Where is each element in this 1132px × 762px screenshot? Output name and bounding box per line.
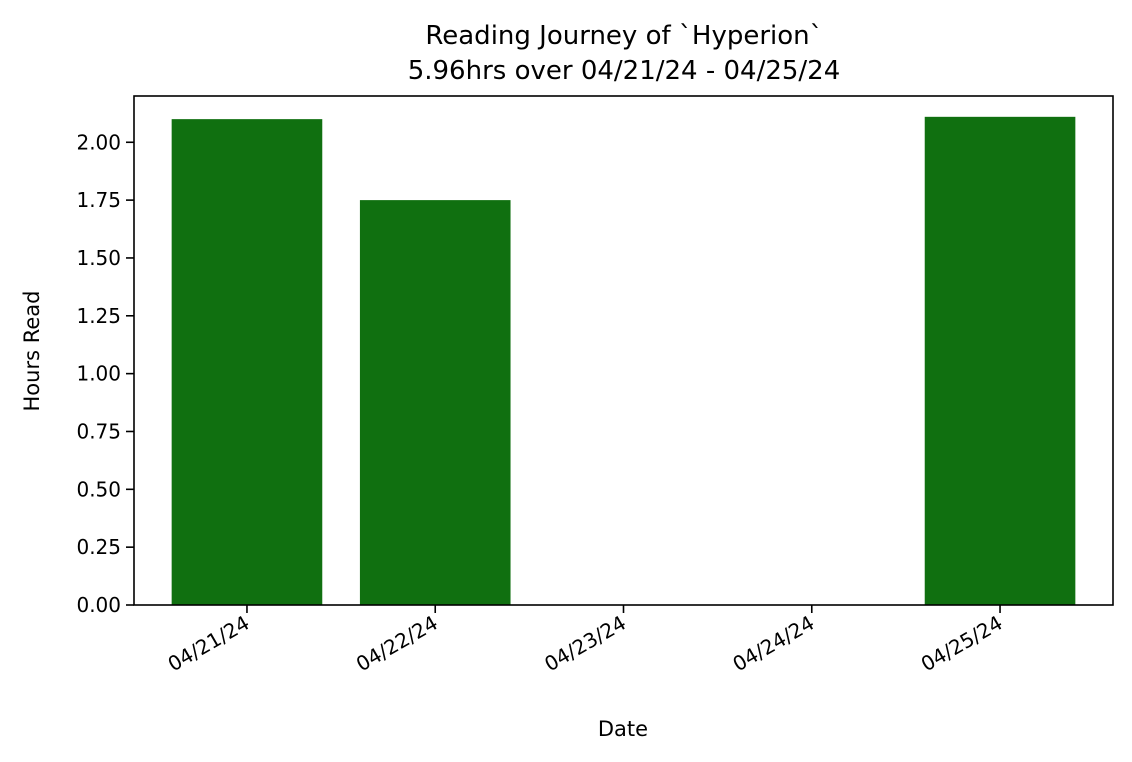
y-tick-label: 1.00 <box>76 362 121 386</box>
x-tick-label: 04/22/24 <box>352 611 442 677</box>
x-tick-label: 04/21/24 <box>164 611 254 677</box>
x-tick-label: 04/23/24 <box>540 611 630 677</box>
chart-title: Reading Journey of `Hyperion` <box>425 21 822 51</box>
y-tick-label: 1.50 <box>76 246 121 270</box>
bar-1 <box>359 200 511 605</box>
y-tick-label: 0.50 <box>76 477 121 501</box>
x-tick-label: 04/25/24 <box>917 611 1007 677</box>
x-tick-label: 04/24/24 <box>728 611 818 677</box>
y-axis-label: Hours Read <box>20 291 44 412</box>
y-tick-label: 1.25 <box>76 304 121 328</box>
x-axis-label: Date <box>598 717 648 741</box>
bar-0 <box>171 119 323 606</box>
y-tick-label: 1.75 <box>76 188 121 212</box>
y-tick-label: 0.75 <box>76 419 121 443</box>
y-axis-ticks: 0.00 0.25 0.50 0.75 1.00 1.25 1.50 1.75 2.00 <box>76 130 134 617</box>
x-axis-ticks: 04/21/24 04/22/24 04/23/24 04/24/24 04/25/24 <box>164 605 1007 676</box>
y-tick-label: 0.00 <box>76 593 121 617</box>
y-tick-label: 2.00 <box>76 130 121 154</box>
chart-subtitle: 5.96hrs over 04/21/24 - 04/25/24 <box>408 56 841 86</box>
y-tick-label: 0.25 <box>76 535 121 559</box>
bars-group <box>171 116 1076 606</box>
bar-4 <box>924 116 1076 605</box>
